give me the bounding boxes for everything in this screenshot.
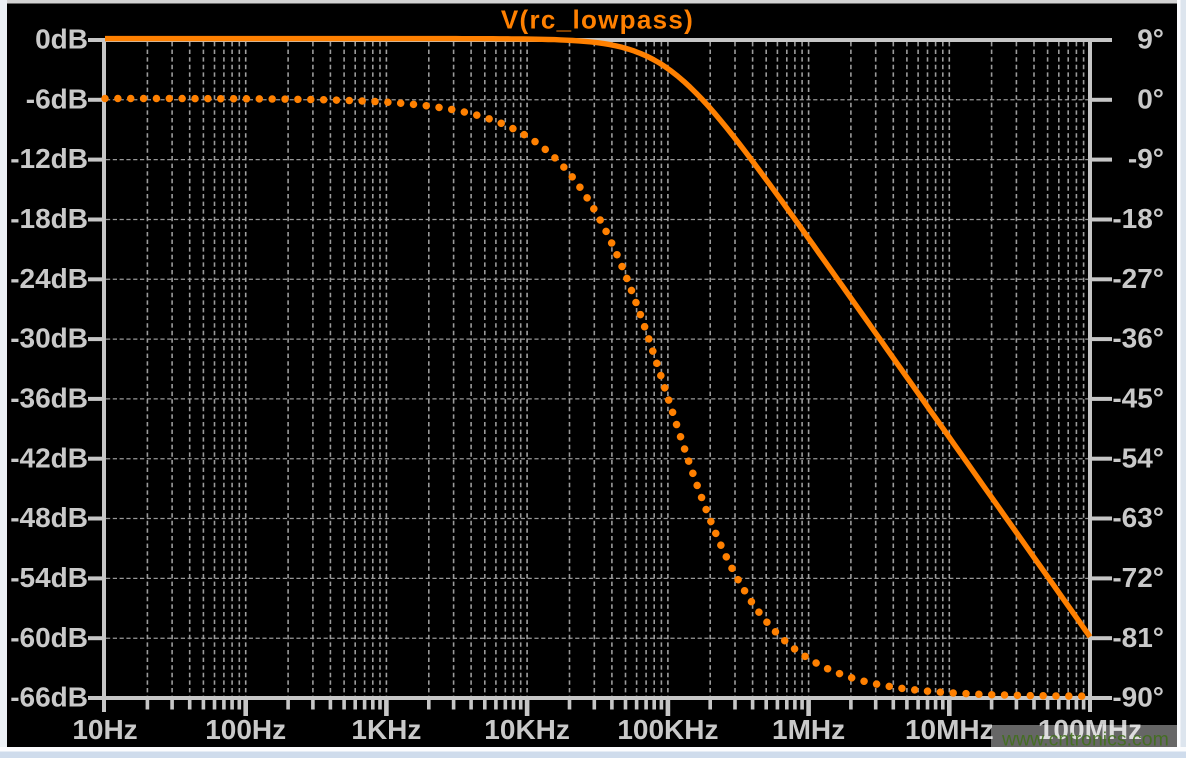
svg-text:-18dB: -18dB — [10, 203, 88, 234]
svg-text:-18°: -18° — [1112, 203, 1164, 234]
svg-text:-30dB: -30dB — [10, 323, 88, 354]
svg-text:100KHz: 100KHz — [617, 714, 718, 745]
svg-text:-90°: -90° — [1112, 682, 1164, 713]
svg-text:-63°: -63° — [1112, 502, 1164, 533]
svg-text:-9°: -9° — [1128, 143, 1164, 174]
svg-text:-45°: -45° — [1112, 383, 1164, 414]
svg-text:-54dB: -54dB — [10, 562, 88, 593]
svg-text:-36°: -36° — [1112, 323, 1164, 354]
svg-text:10MHz: 10MHz — [905, 714, 994, 745]
svg-text:1MHz: 1MHz — [772, 714, 845, 745]
svg-text:-27°: -27° — [1112, 263, 1164, 294]
svg-text:-12dB: -12dB — [10, 143, 88, 174]
svg-text:-42dB: -42dB — [10, 442, 88, 473]
svg-text:-81°: -81° — [1112, 622, 1164, 653]
svg-text:V(rc_lowpass): V(rc_lowpass) — [501, 5, 694, 35]
svg-text:-36dB: -36dB — [10, 383, 88, 414]
svg-text:-54°: -54° — [1112, 442, 1164, 473]
svg-text:-60dB: -60dB — [10, 622, 88, 653]
svg-text:10Hz: 10Hz — [72, 714, 137, 745]
svg-text:0°: 0° — [1137, 83, 1164, 114]
svg-text:9°: 9° — [1137, 24, 1164, 55]
svg-text:100Hz: 100Hz — [205, 714, 286, 745]
svg-text:-48dB: -48dB — [10, 502, 88, 533]
svg-text:-6dB: -6dB — [26, 83, 88, 114]
svg-text:-72°: -72° — [1112, 562, 1164, 593]
svg-text:www.cntronics.com: www.cntronics.com — [1001, 729, 1169, 751]
svg-text:-24dB: -24dB — [10, 263, 88, 294]
svg-text:10KHz: 10KHz — [484, 714, 570, 745]
svg-text:0dB: 0dB — [35, 24, 88, 55]
svg-text:100MHz: 100MHz — [1038, 714, 1142, 745]
svg-text:-66dB: -66dB — [10, 682, 88, 713]
svg-text:1KHz: 1KHz — [351, 714, 421, 745]
